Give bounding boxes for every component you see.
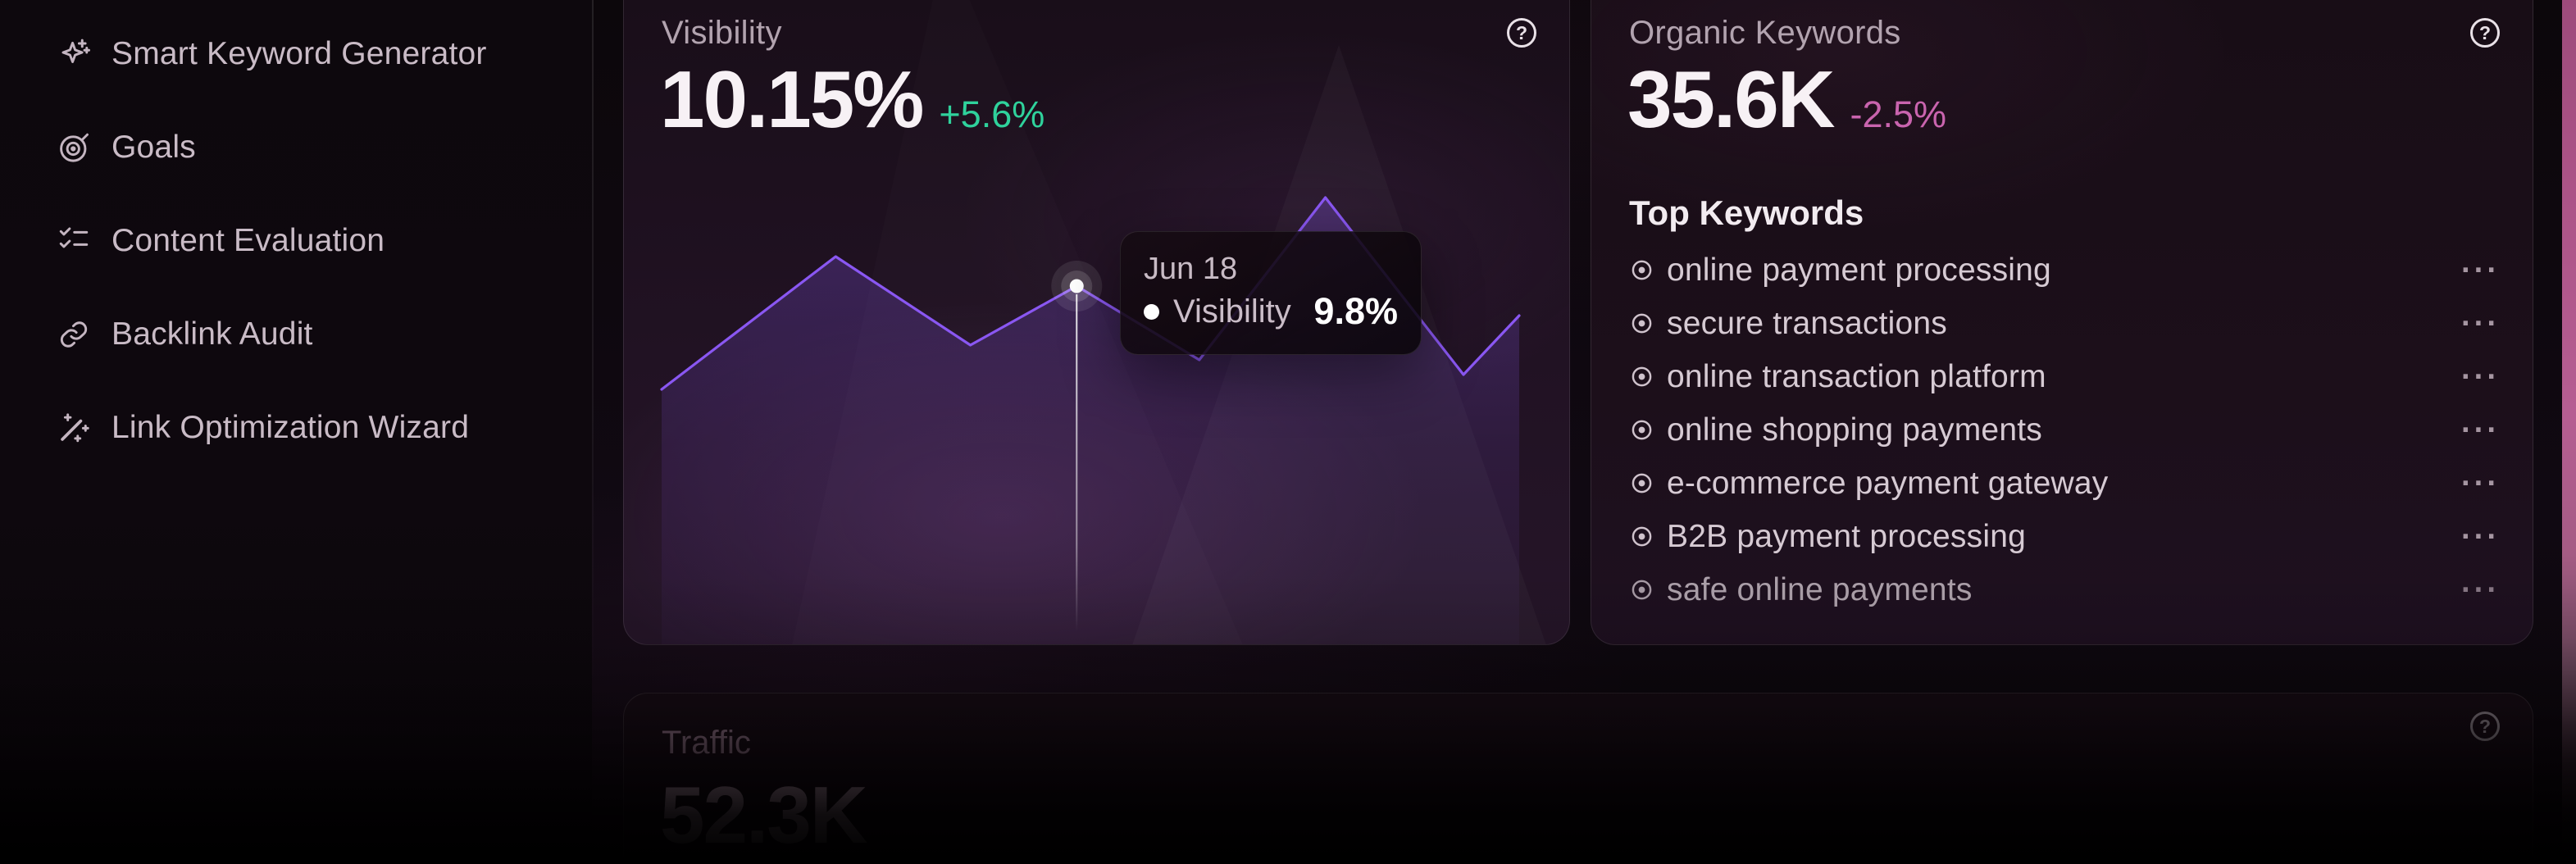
tooltip-value: 9.8% [1313, 290, 1398, 332]
traffic-card-title: Traffic [662, 725, 751, 761]
edge-accent-strip [2562, 0, 2576, 864]
traffic-card: Traffic 52.3K ? [623, 693, 2533, 864]
keyword-row[interactable]: e-commerce payment gateway ··· [1629, 457, 2500, 510]
keyword-menu-button[interactable]: ··· [2461, 252, 2500, 288]
keyword-label: B2B payment processing [1667, 518, 2026, 554]
keyword-menu-button[interactable]: ··· [2461, 306, 2500, 341]
visibility-value: 10.15% [660, 54, 924, 144]
tooltip-series-label: Visibility [1173, 293, 1291, 330]
organic-delta: -2.5% [1850, 93, 1947, 135]
tooltip-date: Jun 18 [1144, 252, 1238, 286]
sidebar-item-label: Content Evaluation [112, 223, 385, 258]
help-icon[interactable]: ? [1507, 18, 1536, 48]
keyword-label: online payment processing [1667, 252, 2051, 288]
sparkles-icon [56, 36, 92, 72]
keyword-label: online transaction platform [1667, 358, 2046, 394]
circle-dot-icon [1629, 577, 1654, 603]
sidebar-item-link-optimization-wizard[interactable]: Link Optimization Wizard [56, 402, 469, 454]
sidebar-item-backlink-audit[interactable]: Backlink Audit [56, 308, 313, 361]
keyword-row[interactable]: online transaction platform ··· [1629, 350, 2500, 403]
keyword-row[interactable]: secure transactions ··· [1629, 297, 2500, 350]
visibility-card-title: Visibility [662, 15, 782, 51]
circle-dot-icon [1629, 524, 1654, 549]
sidebar-item-content-evaluation[interactable]: Content Evaluation [56, 215, 385, 267]
sidebar-item-label: Goals [112, 130, 196, 165]
keyword-label: safe online payments [1667, 571, 1973, 607]
link-icon [56, 316, 92, 352]
circle-dot-icon [1629, 471, 1654, 496]
chart-tooltip: Jun 18 Visibility 9.8% [1120, 231, 1422, 355]
sidebar-item-smart-keyword-generator[interactable]: Smart Keyword Generator [56, 28, 487, 80]
organic-metric: 35.6K -2.5% [1627, 57, 1946, 142]
organic-card-title: Organic Keywords [1629, 15, 1901, 51]
target-icon [56, 130, 92, 166]
highlight-point [1069, 279, 1084, 293]
sidebar: Smart Keyword Generator Goals Content Eval… [0, 0, 592, 864]
help-icon[interactable]: ? [2470, 18, 2500, 48]
keyword-label: online shopping payments [1667, 412, 2042, 448]
visibility-metric: 10.15% +5.6% [660, 57, 1045, 142]
sidebar-item-label: Link Optimization Wizard [112, 410, 470, 445]
sidebar-divider [592, 0, 594, 864]
circle-dot-icon [1629, 364, 1654, 389]
top-keywords-list: online payment processing ··· secure trans… [1629, 243, 2500, 616]
series-dot-icon [1144, 303, 1159, 320]
organic-keywords-card: Organic Keywords 35.6K -2.5% ? Top Keywo… [1591, 0, 2533, 645]
keyword-menu-button[interactable]: ··· [2461, 519, 2500, 554]
wand-icon [56, 410, 92, 446]
keyword-row[interactable]: online shopping payments ··· [1629, 403, 2500, 457]
keyword-menu-button[interactable]: ··· [2461, 359, 2500, 394]
traffic-value: 52.3K [660, 770, 868, 860]
keyword-label: secure transactions [1667, 305, 1947, 341]
top-keywords-title: Top Keywords [1629, 193, 1864, 232]
keyword-menu-button[interactable]: ··· [2461, 412, 2500, 448]
checklist-icon [56, 223, 92, 259]
sidebar-item-label: Backlink Audit [112, 316, 313, 352]
keyword-row[interactable]: safe online payments ··· [1629, 563, 2500, 616]
sidebar-item-goals[interactable]: Goals [56, 121, 196, 174]
help-icon[interactable]: ? [2470, 712, 2500, 741]
tooltip-row: Visibility 9.8% [1144, 290, 1398, 333]
keyword-row[interactable]: online payment processing ··· [1629, 243, 2500, 297]
keyword-row[interactable]: B2B payment processing ··· [1629, 510, 2500, 563]
keyword-menu-button[interactable]: ··· [2461, 572, 2500, 607]
circle-dot-icon [1629, 417, 1654, 443]
circle-dot-icon [1629, 257, 1654, 283]
keyword-label: e-commerce payment gateway [1667, 465, 2109, 501]
sidebar-item-label: Smart Keyword Generator [112, 36, 487, 71]
organic-value: 35.6K [1627, 54, 1836, 144]
keyword-menu-button[interactable]: ··· [2461, 466, 2500, 501]
circle-dot-icon [1629, 311, 1654, 336]
visibility-delta: +5.6% [939, 93, 1045, 135]
visibility-card: Visibility 10.15% +5.6% ? Jun 18 Visibil… [623, 0, 1570, 645]
